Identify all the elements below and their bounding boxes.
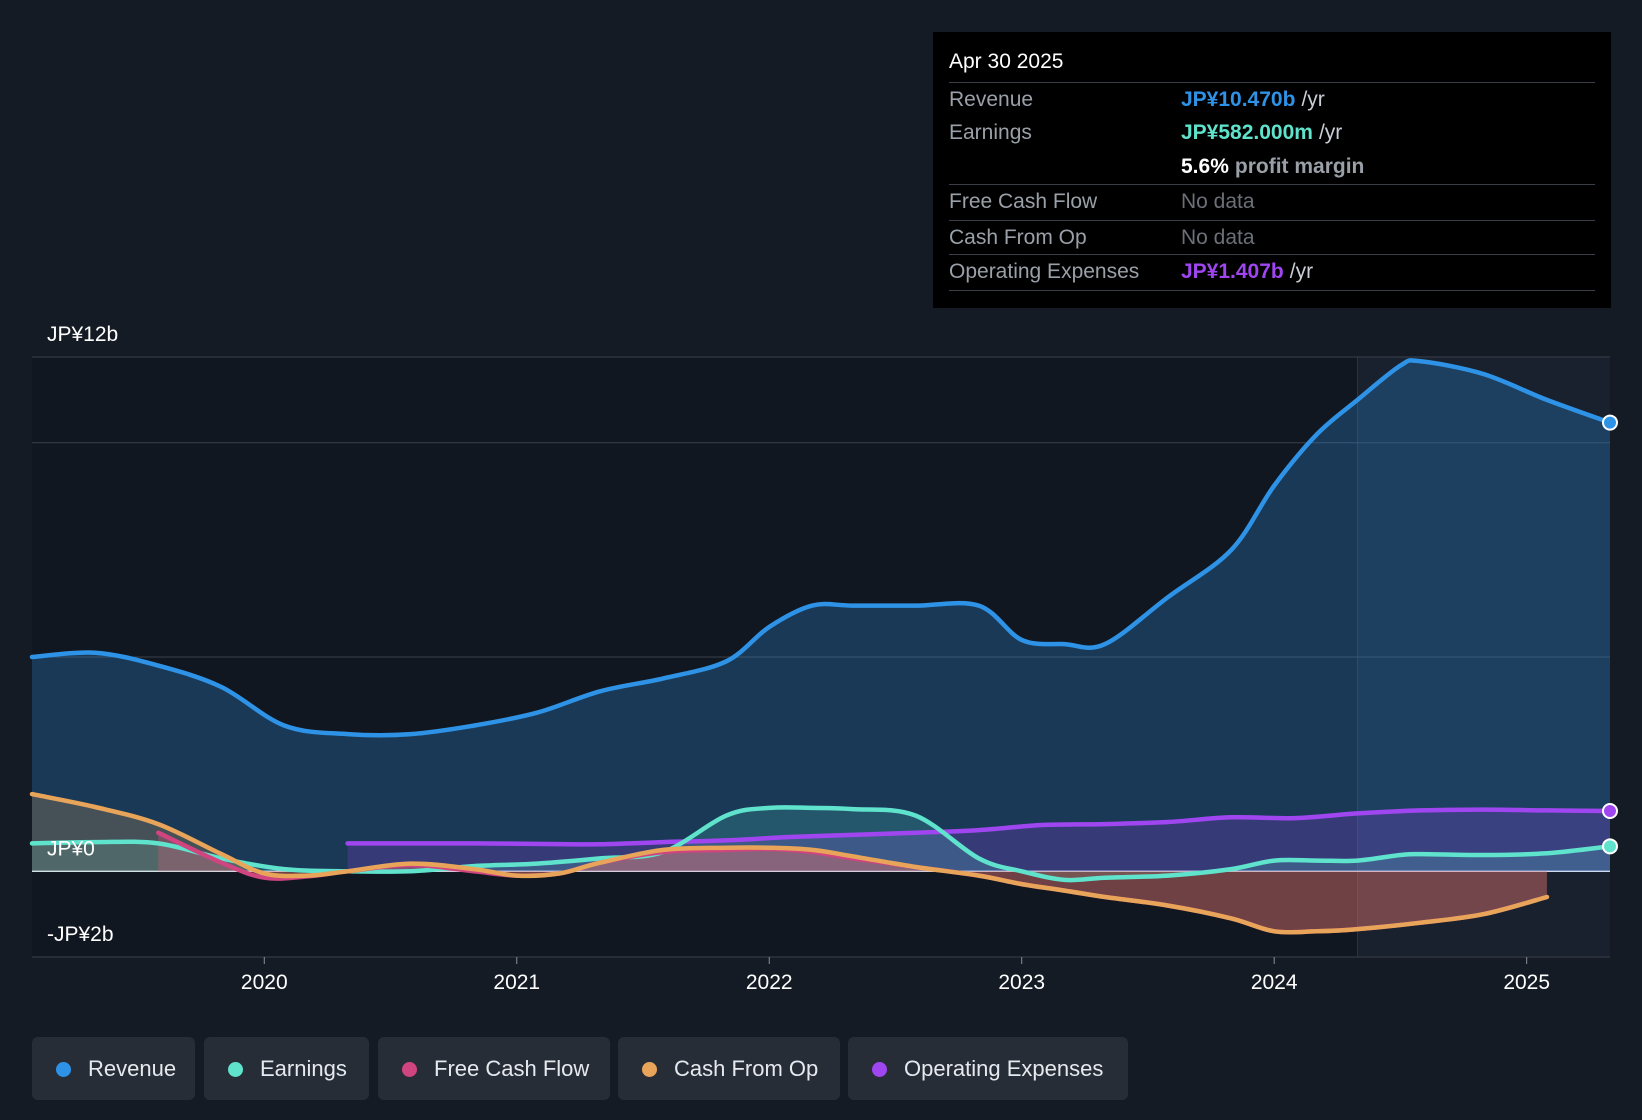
tooltip-label: Operating Expenses [949, 260, 1140, 283]
earnings-area [32, 807, 1610, 881]
cfo-dot-icon [642, 1062, 657, 1077]
x-tick-label: 2023 [998, 971, 1045, 994]
legend-item-cash-from-op[interactable]: Cash From Op [618, 1037, 840, 1100]
tooltip-value: 5.6% profit margin [1181, 155, 1364, 179]
x-tick-label: 2024 [1251, 971, 1298, 994]
legend-label: Free Cash Flow [434, 1056, 590, 1081]
earnings-endpoint [1602, 838, 1618, 855]
legend-label: Revenue [88, 1056, 177, 1081]
opex-value: JP¥1.407b [1181, 260, 1284, 283]
tooltip-value: No data [1181, 226, 1255, 249]
fcf-dot-icon [402, 1062, 417, 1077]
unit: /yr [1301, 88, 1325, 111]
legend-label: Operating Expenses [904, 1056, 1104, 1081]
tooltip-label: Cash From Op [949, 226, 1087, 249]
profit-margin-value: 5.6% [1181, 155, 1229, 178]
legend-item-earnings[interactable]: Earnings [204, 1037, 369, 1100]
y-tick-label: -JP¥2b [47, 923, 114, 946]
legend-item-free-cash-flow[interactable]: Free Cash Flow [378, 1037, 610, 1100]
opex-dot-icon [872, 1062, 887, 1077]
fcf-area [158, 832, 1547, 933]
revenue-line [29, 358, 1613, 738]
tooltip-value: JP¥10.470b/yr [1181, 88, 1325, 112]
tooltip-row-fcf: Free Cash Flow No data [949, 184, 1595, 219]
x-tick-label: 2025 [1503, 971, 1550, 994]
tooltip-date: Apr 30 2025 [949, 50, 1064, 73]
legend-item-revenue[interactable]: Revenue [32, 1037, 195, 1100]
revenue-endpoint [1602, 414, 1618, 431]
unit: profit margin [1234, 155, 1365, 178]
x-tick-label: 2020 [241, 971, 288, 994]
tooltip: Apr 30 2025 Revenue JP¥10.470b/yr Earnin… [933, 32, 1611, 308]
legend-label: Cash From Op [674, 1056, 819, 1081]
tooltip-row-revenue: Revenue JP¥10.470b/yr [949, 82, 1595, 117]
tooltip-divider [949, 290, 1595, 291]
tooltip-label: Free Cash Flow [949, 190, 1098, 213]
unit: /yr [1318, 121, 1343, 144]
revenue-value: JP¥10.470b [1181, 88, 1296, 111]
x-tick-label: 2021 [493, 971, 540, 994]
x-tick-label: 2022 [746, 971, 793, 994]
unit: /yr [1289, 260, 1314, 283]
legend-label: Earnings [260, 1056, 347, 1081]
tooltip-value: No data [1181, 190, 1255, 213]
tooltip-row-earnings: Earnings JP¥582.000m/yr [949, 116, 1595, 150]
tooltip-row-opex: Operating Expenses JP¥1.407b/yr [949, 254, 1595, 289]
opex-endpoint [1602, 802, 1618, 819]
earnings-dot-icon [228, 1062, 243, 1077]
cfo-area [32, 794, 1547, 933]
y-tick-label: JP¥0 [47, 837, 95, 860]
opex-area [347, 809, 1611, 872]
revenue-area [32, 360, 1610, 872]
tooltip-label: Revenue [949, 88, 1034, 111]
tooltip-row-margin: 5.6% profit margin [949, 150, 1595, 184]
earnings-value: JP¥582.000m [1181, 121, 1313, 144]
cfo-line [29, 791, 1550, 935]
y-tick-label: JP¥12b [47, 323, 118, 346]
revenue-dot-icon [56, 1062, 71, 1077]
opex-line [345, 807, 1613, 847]
tooltip-row-cfo: Cash From Op No data [949, 220, 1595, 255]
tooltip-value: JP¥1.407b/yr [1181, 260, 1313, 284]
legend-item-operating-expenses[interactable]: Operating Expenses [848, 1037, 1128, 1100]
tooltip-label: Earnings [949, 121, 1032, 144]
tooltip-value: JP¥582.000m/yr [1181, 121, 1342, 145]
